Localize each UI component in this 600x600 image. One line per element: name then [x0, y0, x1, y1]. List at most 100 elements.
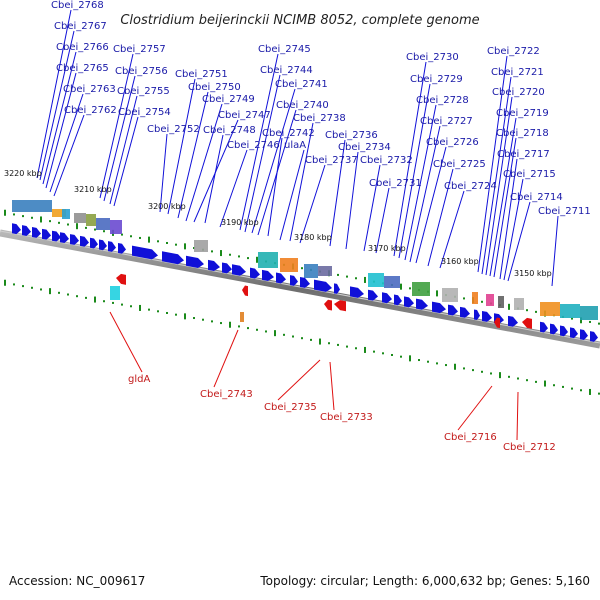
tick-mark — [58, 291, 60, 294]
feature-block — [194, 240, 208, 252]
forward-gene-arrow — [70, 234, 79, 245]
gene-label-forward: Cbei_2762 — [64, 105, 117, 116]
connector-line — [36, 9, 72, 179]
connector-line — [49, 93, 84, 193]
gene-label-forward: Cbei_2729 — [410, 74, 463, 85]
gene-label-forward: Cbei_2742 — [262, 128, 315, 139]
tick-mark — [535, 310, 537, 313]
forward-gene-arrow — [99, 239, 107, 251]
tick-mark — [571, 387, 573, 390]
gene-label-forward: Cbei_2732 — [360, 155, 413, 166]
tick-mark — [580, 389, 582, 392]
connector-line — [103, 75, 136, 202]
tick-mark — [292, 335, 294, 338]
gene-label-forward: Cbei_2736 — [325, 130, 378, 141]
tick-mark — [40, 288, 42, 291]
gene-label-forward: Cbei_2744 — [260, 65, 313, 76]
feature-block — [514, 298, 524, 310]
connector-line — [53, 114, 85, 197]
tick-mark — [589, 320, 591, 323]
tick-mark — [256, 328, 258, 331]
tick-mark — [130, 305, 132, 308]
tick-mark — [274, 330, 276, 337]
forward-gene-arrow — [540, 321, 548, 333]
gene-label-forward: Cbei_2741 — [275, 79, 328, 90]
connector-line — [485, 96, 513, 276]
forward-gene-arrow — [80, 235, 89, 247]
gene-label-forward: Cbei_2715 — [503, 169, 556, 180]
tick-mark — [526, 309, 528, 312]
tick-mark — [490, 372, 492, 375]
tick-mark — [562, 385, 564, 388]
gene-label-forward: Cbei_2751 — [175, 69, 228, 80]
gene-label-forward: Cbei_2754 — [118, 107, 171, 118]
tick-mark — [220, 322, 222, 325]
connector-line — [244, 74, 281, 233]
feature-block — [52, 209, 66, 217]
tick-mark — [310, 338, 312, 341]
tick-mark — [409, 287, 411, 290]
gene-label-forward: Cbei_2756 — [115, 66, 168, 77]
forward-gene-arrow — [52, 230, 61, 242]
tick-mark — [526, 379, 528, 382]
forward-gene-arrow — [448, 304, 458, 316]
feature-block — [384, 276, 400, 288]
gene-label-forward: Cbei_2748 — [203, 125, 256, 136]
reverse-gene-arrow — [522, 317, 532, 329]
forward-gene-arrow — [232, 264, 246, 276]
tick-mark — [436, 362, 438, 365]
tick-mark — [4, 279, 6, 286]
kbp-label: 3170 kbp — [368, 244, 406, 253]
connector-line — [481, 76, 512, 275]
connector-line — [457, 385, 493, 431]
gene-label-forward: Cbei_2750 — [188, 82, 241, 93]
connector-line — [99, 53, 134, 199]
tick-mark — [238, 255, 240, 258]
forward-gene-arrow — [416, 298, 428, 310]
tick-mark — [508, 375, 510, 378]
forward-gene-arrow — [590, 331, 598, 342]
gene-label-forward: Cbei_2717 — [497, 149, 550, 160]
gene-label-forward: Cbei_2719 — [496, 108, 549, 119]
kbp-label: 3200 kbp — [148, 202, 186, 211]
tick-mark — [256, 256, 258, 263]
tick-mark — [400, 355, 402, 358]
tick-mark — [94, 228, 96, 231]
connector-line — [507, 201, 531, 282]
map-title: Clostridium beijerinckii NCIMB 8052, com… — [120, 13, 479, 28]
forward-gene-arrow — [300, 277, 310, 288]
tick-mark — [598, 392, 600, 395]
connector-line — [489, 117, 517, 277]
tick-mark — [157, 310, 159, 313]
tick-mark — [166, 311, 168, 314]
connector-line — [193, 119, 239, 223]
gene-label-forward: Cbei_2720 — [492, 87, 545, 98]
gene-label-reverse: Cbei_2733 — [320, 412, 373, 423]
tick-mark — [184, 243, 186, 250]
tick-mark — [481, 300, 483, 303]
connector-line — [213, 329, 239, 388]
tick-mark — [22, 285, 24, 288]
gene-label-reverse: Cbei_2735 — [264, 402, 317, 413]
tick-mark — [481, 370, 483, 373]
tick-mark — [337, 343, 339, 346]
gene-label-forward: Cbei_2768 — [51, 0, 104, 11]
forward-gene-arrow — [262, 269, 274, 282]
tick-mark — [472, 369, 474, 372]
tick-mark — [211, 250, 213, 253]
tick-mark — [211, 320, 213, 323]
feature-block — [498, 296, 504, 308]
connector-line — [45, 72, 77, 189]
feature-block — [580, 306, 598, 320]
tick-mark — [409, 355, 411, 362]
feature-block — [62, 209, 70, 219]
connector-line — [299, 164, 326, 244]
tick-mark — [283, 333, 285, 336]
tick-mark — [139, 304, 141, 311]
gene-label-forward: Cbei_2738 — [293, 113, 346, 124]
gene-label-forward: Cbei_2728 — [416, 95, 469, 106]
gene-label-forward: Cbei_2746 — [227, 140, 280, 151]
tick-mark — [103, 300, 105, 303]
tick-mark — [436, 290, 438, 297]
